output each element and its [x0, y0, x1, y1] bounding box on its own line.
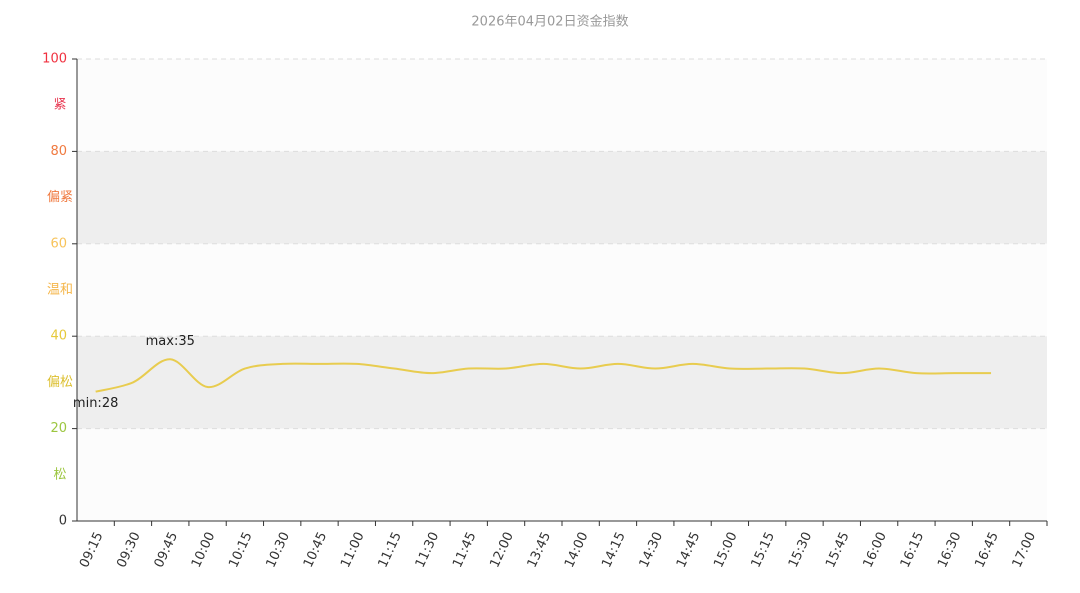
band [77, 59, 1047, 152]
band-label: 偏松 [47, 375, 73, 390]
x-tick-label: 11:15 [375, 530, 404, 570]
y-tick-label: 40 [50, 329, 67, 344]
x-tick-label: 15:15 [749, 530, 778, 570]
x-tick-label: 14:30 [637, 530, 666, 570]
x-tick-label: 11:45 [450, 530, 479, 570]
x-tick-label: 11:00 [338, 530, 367, 570]
band [77, 151, 1047, 244]
x-tick-label: 15:30 [786, 530, 815, 570]
x-tick-label: 10:00 [189, 530, 218, 570]
x-tick-label: 14:00 [562, 530, 591, 570]
x-tick-label: 12:00 [487, 530, 516, 570]
min-label: min:28 [73, 396, 118, 411]
x-tick-label: 09:30 [114, 530, 143, 570]
y-tick-label: 0 [59, 514, 67, 529]
y-tick-label: 20 [50, 421, 67, 436]
band-label: 松 [53, 467, 66, 482]
y-tick-label: 80 [50, 144, 67, 159]
max-label: max:35 [146, 334, 195, 349]
x-tick-label: 16:15 [898, 530, 927, 570]
x-tick-label: 16:00 [860, 530, 889, 570]
band-label: 紧 [53, 98, 66, 113]
x-tick-label: 13:45 [525, 530, 554, 570]
x-tick-label: 10:45 [301, 530, 330, 570]
x-tick-label: 16:30 [935, 530, 964, 570]
line [95, 358, 992, 393]
x-tick-label: 17:00 [1010, 530, 1039, 570]
x-tick-label: 14:45 [674, 530, 703, 570]
band-label: 温和 [47, 283, 73, 298]
band [77, 243, 1047, 337]
band-label: 偏紧 [47, 190, 73, 205]
x-tick-label: 09:45 [152, 530, 181, 570]
chart-title: 2026年04月02日资金指数 [471, 14, 628, 30]
x-tick-label: 10:15 [226, 530, 255, 570]
x-tick-label: 09:15 [77, 530, 106, 570]
x-tick-label: 11:30 [413, 530, 442, 570]
band [77, 336, 1047, 429]
x-tick-label: 15:45 [823, 530, 852, 570]
x-tick-label: 10:30 [264, 530, 293, 570]
x-tick-label: 14:15 [599, 530, 628, 570]
x-tick-label: 15:00 [711, 530, 740, 570]
band [77, 428, 1047, 521]
y-tick-label: 100 [42, 52, 67, 67]
x-tick-label: 16:45 [972, 530, 1001, 570]
y-tick-label: 60 [50, 236, 67, 251]
